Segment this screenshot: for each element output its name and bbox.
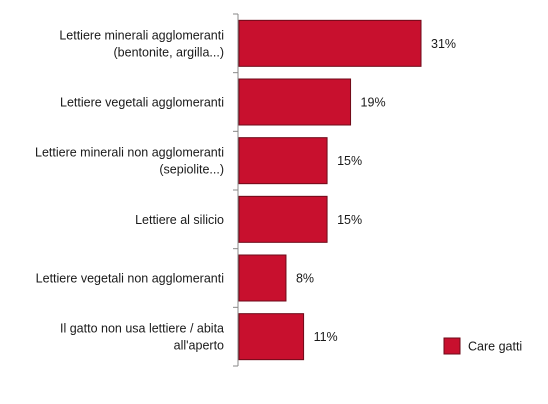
value-label: 31% — [431, 37, 456, 51]
legend-label: Care gatti — [468, 340, 522, 354]
bars-layer — [238, 19, 422, 361]
value-label: 8% — [296, 272, 314, 286]
category-label: Lettiere minerali agglomeranti — [59, 28, 224, 42]
value-label: 19% — [361, 96, 386, 110]
category-label: all'aperto — [174, 339, 224, 353]
value-label: 11% — [314, 330, 338, 344]
category-label: Lettiere vegetali agglomeranti — [60, 96, 224, 110]
bar — [238, 137, 328, 185]
bar — [238, 195, 328, 243]
category-label: Lettiere al silicio — [135, 213, 224, 227]
category-label: (bentonite, argilla...) — [114, 45, 224, 59]
category-label: (sepiolite...) — [159, 163, 224, 177]
category-label: Il gatto non usa lettiere / abita — [60, 322, 224, 336]
value-label: 15% — [337, 213, 362, 227]
category-label: Lettiere vegetali non agglomeranti — [36, 272, 224, 286]
bar — [238, 19, 422, 67]
bar — [238, 254, 287, 302]
legend-swatch — [443, 337, 461, 355]
value-label: 15% — [337, 154, 362, 168]
category-label: Lettiere minerali non agglomeranti — [35, 146, 224, 160]
legend: Care gatti — [443, 337, 522, 355]
bar — [238, 313, 305, 361]
bar — [238, 78, 352, 126]
axis-ticks — [233, 13, 238, 367]
category-labels: Lettiere minerali agglomeranti (bentonite… — [35, 28, 224, 352]
value-labels: 31% 19% 15% 15% 8% 11% — [296, 37, 456, 344]
